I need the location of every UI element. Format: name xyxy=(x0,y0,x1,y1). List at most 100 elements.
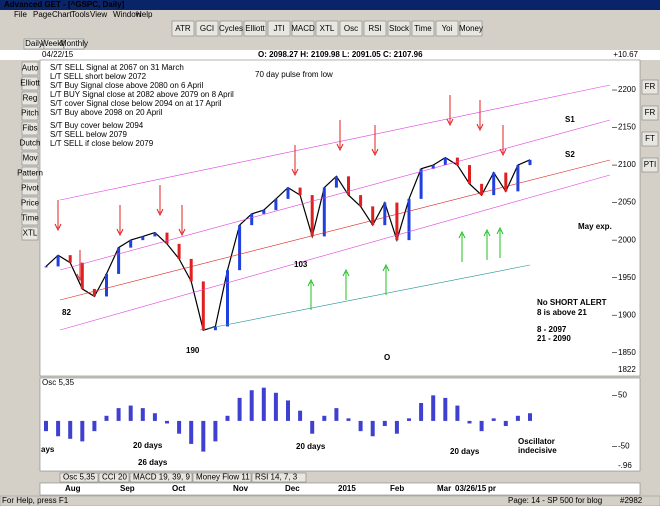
signal-arrowhead xyxy=(483,228,491,237)
left-tool-button[interactable] xyxy=(21,211,39,226)
chart-annotation: S/T SELL below 2079 xyxy=(50,130,127,139)
x-tick-label: Aug xyxy=(65,484,81,493)
left-tool-button[interactable] xyxy=(21,121,39,136)
price-panel xyxy=(39,59,641,377)
candle xyxy=(92,288,96,297)
osc-annotation: 20 days xyxy=(133,441,163,450)
y-tick-label: 2200 xyxy=(618,85,636,94)
indicator-tab-label: Money Flow 11 xyxy=(196,473,250,482)
candle xyxy=(431,165,435,169)
left-tool-button[interactable] xyxy=(21,166,39,181)
info-bar xyxy=(0,50,660,60)
candle xyxy=(141,236,145,241)
toolbar-button[interactable] xyxy=(387,20,411,37)
period-tab-label: Daily xyxy=(25,39,43,48)
indicator-tab[interactable] xyxy=(59,472,99,483)
chart-annotation: 21 - 2090 xyxy=(537,334,571,343)
left-tool-button[interactable] xyxy=(21,151,39,166)
right-tool-button[interactable] xyxy=(641,79,659,95)
toolbar-button-label: GCI xyxy=(200,24,214,33)
left-tool-label: Pivot xyxy=(21,184,40,193)
status-help: For Help, press F1 xyxy=(2,496,69,505)
osc-bar xyxy=(407,418,411,421)
left-tool-button[interactable] xyxy=(21,136,39,151)
osc-bar xyxy=(104,415,109,421)
indicator-tab[interactable] xyxy=(192,472,252,483)
right-toolbar xyxy=(640,60,660,483)
toolbar-button-label: Money xyxy=(459,24,483,33)
candle xyxy=(213,326,217,331)
chart-annotation: L/T SELL if close below 2079 xyxy=(50,139,154,148)
y-tick-label: 2050 xyxy=(618,198,636,207)
osc-annotation: Oscillator xyxy=(518,437,555,446)
info-ohlc: O: 2098.27 H: 2109.98 L: 2091.05 C: 2107… xyxy=(258,50,423,59)
toolbar-button[interactable] xyxy=(315,20,339,37)
chart-annotation: S1 xyxy=(565,115,575,124)
left-tool-label: Fibs xyxy=(22,124,37,133)
toolbar-button[interactable] xyxy=(219,20,243,37)
right-tool-button[interactable] xyxy=(641,157,659,173)
toolbar-button[interactable] xyxy=(195,20,219,37)
toolbar-button[interactable] xyxy=(291,20,315,37)
right-tool-button[interactable] xyxy=(641,131,659,147)
y-tick-label: 2100 xyxy=(618,160,636,169)
signal-arrowhead xyxy=(499,148,507,157)
x-tick-label: Sep xyxy=(120,484,135,493)
toolbar-button[interactable] xyxy=(363,20,387,37)
indicator-tab[interactable] xyxy=(251,472,307,483)
y-tick-label: 1950 xyxy=(618,273,636,282)
trend-line xyxy=(59,119,611,271)
chart-annotation: S/T SELL Signal at 2067 on 31 March xyxy=(50,63,184,72)
toolbar-button[interactable] xyxy=(171,20,195,37)
toolbar-button-label: JTI xyxy=(273,24,284,33)
candle xyxy=(226,270,229,327)
indicator-tab[interactable] xyxy=(98,472,130,483)
trend-line xyxy=(59,159,611,301)
indicator-tab[interactable] xyxy=(129,472,193,483)
period-tab[interactable] xyxy=(63,38,85,50)
left-tool-button[interactable] xyxy=(21,226,39,241)
osc-bar xyxy=(370,420,375,437)
osc-bar xyxy=(479,420,484,432)
left-tool-label: Price xyxy=(21,199,40,208)
toolbar-button[interactable] xyxy=(435,20,459,37)
menu-item: Help xyxy=(136,10,153,19)
left-tool-label: Time xyxy=(21,214,39,223)
toolbar-button[interactable] xyxy=(339,20,363,37)
toolbar-button-label: Yoi xyxy=(442,24,453,33)
candle xyxy=(419,168,423,199)
osc-y-tick-label: 50 xyxy=(618,390,627,399)
osc-bar xyxy=(431,395,436,421)
osc-bar xyxy=(140,408,145,421)
toolbar-button-label: Cycles xyxy=(219,24,243,33)
right-tool-button[interactable] xyxy=(641,105,659,121)
osc-bar xyxy=(419,403,424,421)
left-tool-button[interactable] xyxy=(21,76,39,91)
toolbar-button[interactable] xyxy=(267,20,291,37)
left-tool-button[interactable] xyxy=(21,196,39,211)
toolbar-button-label: ATR xyxy=(175,24,191,33)
toolbar-button[interactable] xyxy=(411,20,435,37)
indicator-tab-label: Osc 5,35 xyxy=(63,473,96,482)
x-tick-label: pr xyxy=(488,484,496,493)
candle xyxy=(165,232,169,244)
candle xyxy=(492,172,496,196)
chart-annotation: S2 xyxy=(565,150,575,159)
left-tool-button[interactable] xyxy=(21,181,39,196)
price-line xyxy=(45,156,531,331)
toolbar-button[interactable] xyxy=(459,20,483,37)
left-tool-label: Elliott xyxy=(20,79,40,88)
osc-y-tick-label: -50 xyxy=(618,442,630,451)
chart-annotation: May exp. xyxy=(578,222,612,231)
candle xyxy=(44,266,48,268)
osc-bar xyxy=(382,420,387,427)
menu-item: Chart xyxy=(52,10,72,19)
osc-bar xyxy=(165,420,169,424)
toolbar-button[interactable] xyxy=(243,20,267,37)
trend-line xyxy=(199,264,531,331)
left-tool-button[interactable] xyxy=(21,61,39,76)
left-tool-button[interactable] xyxy=(21,91,39,106)
left-tool-button[interactable] xyxy=(21,106,39,121)
left-tool-label: Mov xyxy=(22,154,37,163)
candle xyxy=(443,157,447,166)
